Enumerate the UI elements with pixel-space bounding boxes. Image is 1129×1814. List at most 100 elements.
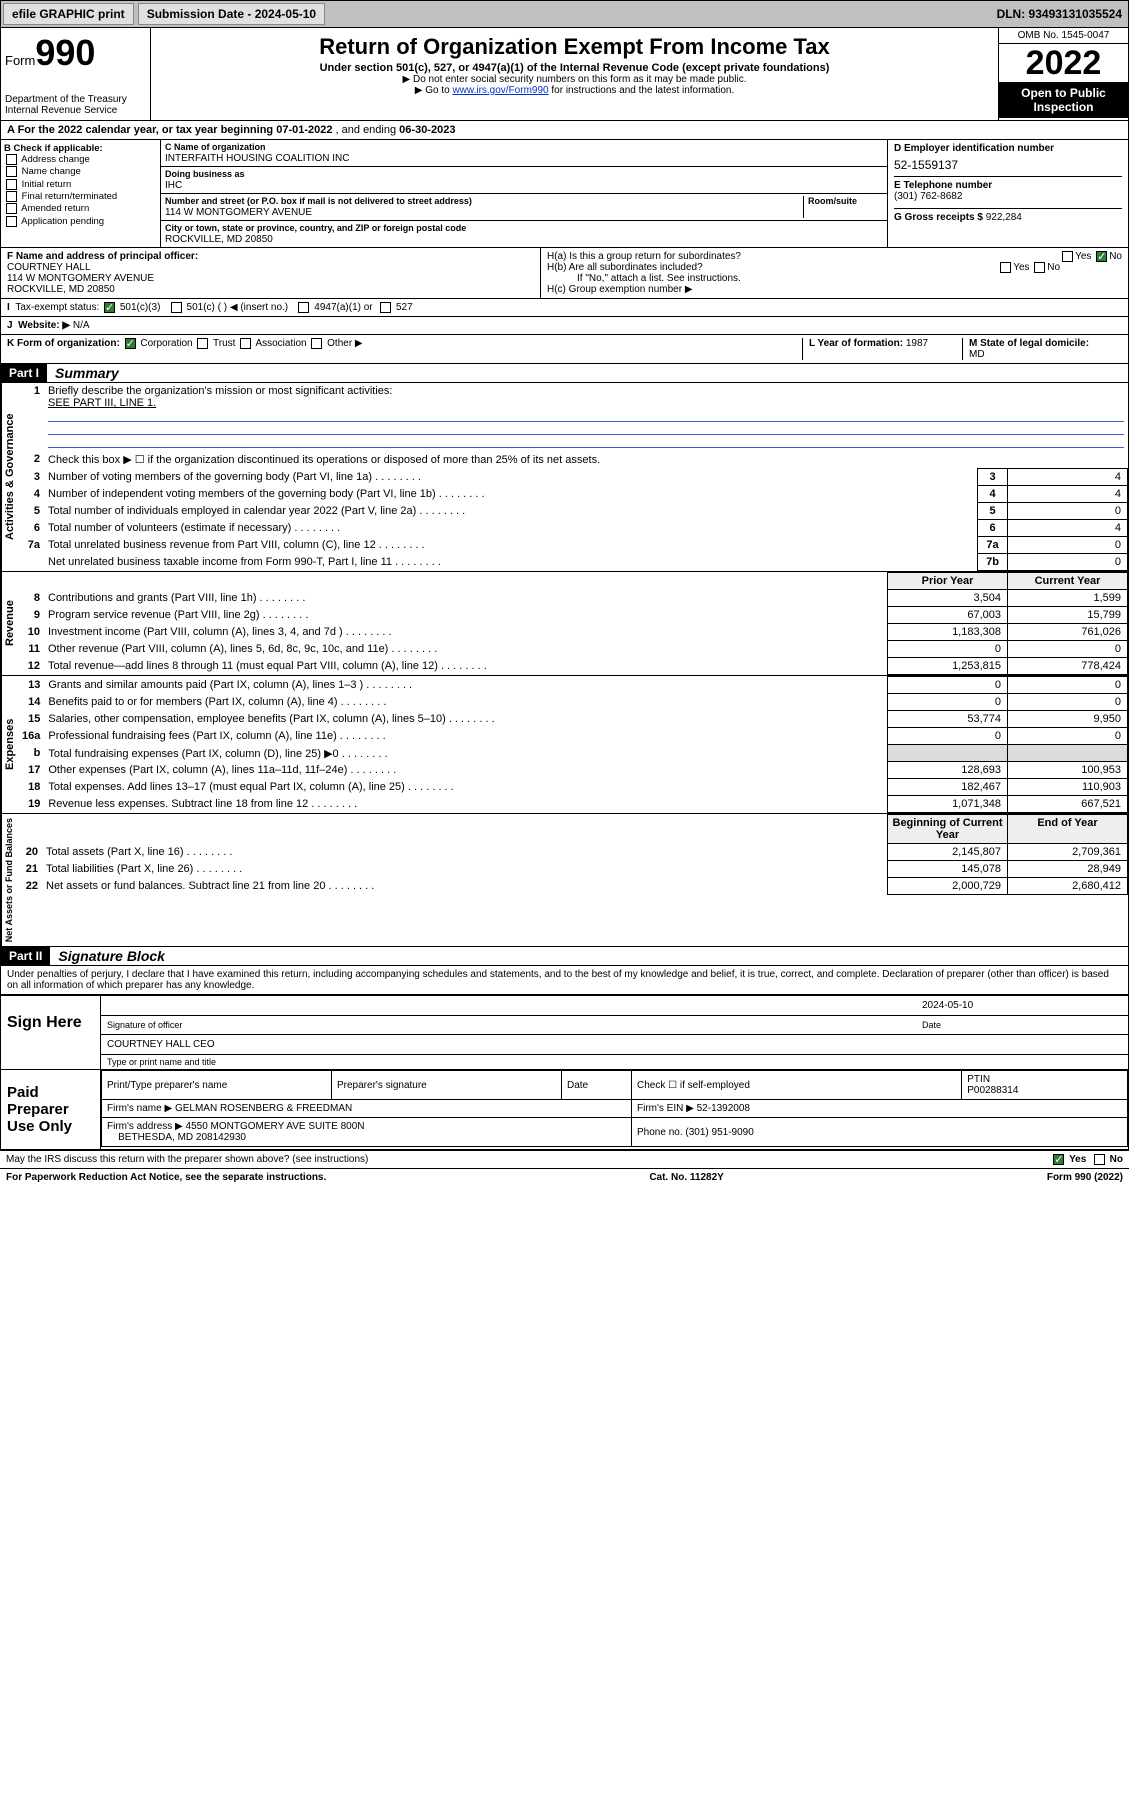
part1-header-row: Part I Summary (0, 364, 1129, 383)
submission-date-label: Submission Date - 2024-05-10 (138, 3, 325, 25)
a-pre: A For the 2022 calendar year, or tax yea… (7, 124, 276, 136)
i-4947-checkbox[interactable] (298, 302, 309, 313)
instr2-pre: ▶ Go to (415, 85, 453, 96)
b-opt-1-checkbox[interactable] (6, 166, 17, 177)
ag-desc: Number of voting members of the governin… (44, 469, 978, 486)
paid-h2: Date (562, 1071, 632, 1100)
b-opt-4: Amended return (4, 203, 157, 215)
line-i: I Tax-exempt status: 501(c)(3) 501(c) ( … (0, 299, 1129, 317)
row-py: 67,003 (888, 607, 1008, 624)
hdr-end-year: End of Year (1008, 815, 1128, 844)
ag-val: 0 (1008, 503, 1128, 520)
website-value: N/A (73, 320, 90, 331)
row-py: 1,183,308 (888, 624, 1008, 641)
ag-box: 6 (978, 520, 1008, 537)
firm-city: BETHESDA, MD 208142930 (118, 1132, 246, 1143)
row-desc: Total assets (Part X, line 16) (42, 844, 888, 861)
row-desc: Other revenue (Part VIII, column (A), li… (44, 641, 888, 658)
firm-name-lab: Firm's name ▶ (107, 1103, 172, 1114)
line-klm: K Form of organization: Corporation Trus… (0, 335, 1129, 364)
row-desc: Net assets or fund balances. Subtract li… (42, 878, 888, 895)
b-opt-2-checkbox[interactable] (6, 179, 17, 190)
row-desc: Other expenses (Part IX, column (A), lin… (44, 762, 887, 779)
b-opt-0-checkbox[interactable] (6, 154, 17, 165)
ptin-lab: PTIN (967, 1074, 990, 1085)
k-corp-checkbox[interactable] (125, 338, 136, 349)
b-opt-5-checkbox[interactable] (6, 216, 17, 227)
row-py (888, 745, 1008, 762)
i-501c-checkbox[interactable] (171, 302, 182, 313)
h-note: If "No," attach a list. See instructions… (547, 273, 1122, 284)
hb-label: H(b) Are all subordinates included? (547, 262, 703, 273)
part2-header: Part II (1, 947, 50, 965)
hb-no-checkbox[interactable] (1034, 262, 1045, 273)
c-addr-lab: Number and street (or P.O. box if mail i… (165, 196, 472, 206)
org-addr: 114 W MONTGOMERY AVENUE (165, 207, 312, 218)
discuss-yes-checkbox[interactable] (1053, 1154, 1064, 1165)
ag-val: 4 (1008, 486, 1128, 503)
i-501c3-checkbox[interactable] (104, 302, 115, 313)
ha-no-checkbox[interactable] (1096, 251, 1107, 262)
b-label: B Check if applicable: (4, 143, 157, 154)
row-desc: Salaries, other compensation, employee b… (44, 711, 887, 728)
section-ag: Activities & Governance 1Briefly describ… (0, 383, 1129, 572)
row-cy: 100,953 (1008, 762, 1128, 779)
form990-link[interactable]: www.irs.gov/Form990 (452, 85, 548, 96)
name-title-label: Type or print name and title (101, 1055, 1128, 1069)
q1a: SEE PART III, LINE 1. (48, 397, 156, 409)
ag-num: 7a (18, 537, 44, 554)
row-desc: Revenue less expenses. Subtract line 18 … (44, 796, 887, 813)
row-num: 17 (18, 762, 44, 779)
row-py: 0 (888, 694, 1008, 711)
ag-num: 5 (18, 503, 44, 520)
b-opt-4-checkbox[interactable] (6, 203, 17, 214)
org-city: ROCKVILLE, MD 20850 (165, 234, 273, 245)
i-527-checkbox[interactable] (380, 302, 391, 313)
row-py: 145,078 (888, 861, 1008, 878)
form-label: Form (5, 53, 35, 68)
k-trust-checkbox[interactable] (197, 338, 208, 349)
k-other-checkbox[interactable] (311, 338, 322, 349)
row-num: 9 (18, 607, 44, 624)
ag-num: 3 (18, 469, 44, 486)
topbar: efile GRAPHIC print Submission Date - 20… (0, 0, 1129, 28)
i-opt3: 4947(a)(1) or (314, 302, 372, 313)
line-a: A For the 2022 calendar year, or tax yea… (0, 121, 1129, 140)
row-num: 12 (18, 658, 44, 675)
paid-preparer-label: Paid Preparer Use Only (1, 1070, 101, 1149)
firm-ein: 52-1392008 (697, 1103, 750, 1114)
date-label: Date (922, 1020, 1122, 1030)
j-lab: Website: ▶ (18, 320, 70, 331)
paid-phone-lab: Phone no. (637, 1127, 683, 1138)
subtitle: Under section 501(c), 527, or 4947(a)(1)… (155, 62, 994, 74)
officer-addr2: ROCKVILLE, MD 20850 (7, 284, 115, 295)
print-button[interactable]: efile GRAPHIC print (3, 3, 134, 25)
instr2-post: for instructions and the latest informat… (549, 85, 735, 96)
sign-here-label: Sign Here (1, 996, 101, 1069)
firm-ein-lab: Firm's EIN ▶ (637, 1103, 694, 1114)
q2: Check this box ▶ ☐ if the organization d… (44, 451, 1128, 469)
instruction-1: ▶ Do not enter social security numbers o… (155, 74, 994, 85)
f-lab: F Name and address of principal officer: (7, 251, 198, 262)
row-py: 0 (888, 641, 1008, 658)
part2-header-row: Part II Signature Block (0, 947, 1129, 966)
row-desc: Total revenue—add lines 8 through 11 (mu… (44, 658, 888, 675)
paid-h0: Print/Type preparer's name (102, 1071, 332, 1100)
ag-val: 0 (1008, 554, 1128, 571)
row-desc: Grants and similar amounts paid (Part IX… (44, 677, 887, 694)
part1-title: Summary (47, 365, 119, 381)
officer-sig-name: COURTNEY HALL CEO (107, 1039, 215, 1050)
ptin-val: P00288314 (967, 1085, 1018, 1096)
row-num: 8 (18, 590, 44, 607)
ha-label: H(a) Is this a group return for subordin… (547, 251, 741, 262)
row-num: 19 (18, 796, 44, 813)
b-opt-3-checkbox[interactable] (6, 191, 17, 202)
b-opt-2: Initial return (4, 179, 157, 191)
k-assoc-checkbox[interactable] (240, 338, 251, 349)
ha-yes-checkbox[interactable] (1062, 251, 1073, 262)
discuss-no-checkbox[interactable] (1094, 1154, 1105, 1165)
section-exp: Expenses 13Grants and similar amounts pa… (0, 676, 1129, 814)
discuss-line: May the IRS discuss this return with the… (0, 1150, 1129, 1168)
hb-yes-checkbox[interactable] (1000, 262, 1011, 273)
sign-date: 2024-05-10 (922, 1000, 1122, 1011)
